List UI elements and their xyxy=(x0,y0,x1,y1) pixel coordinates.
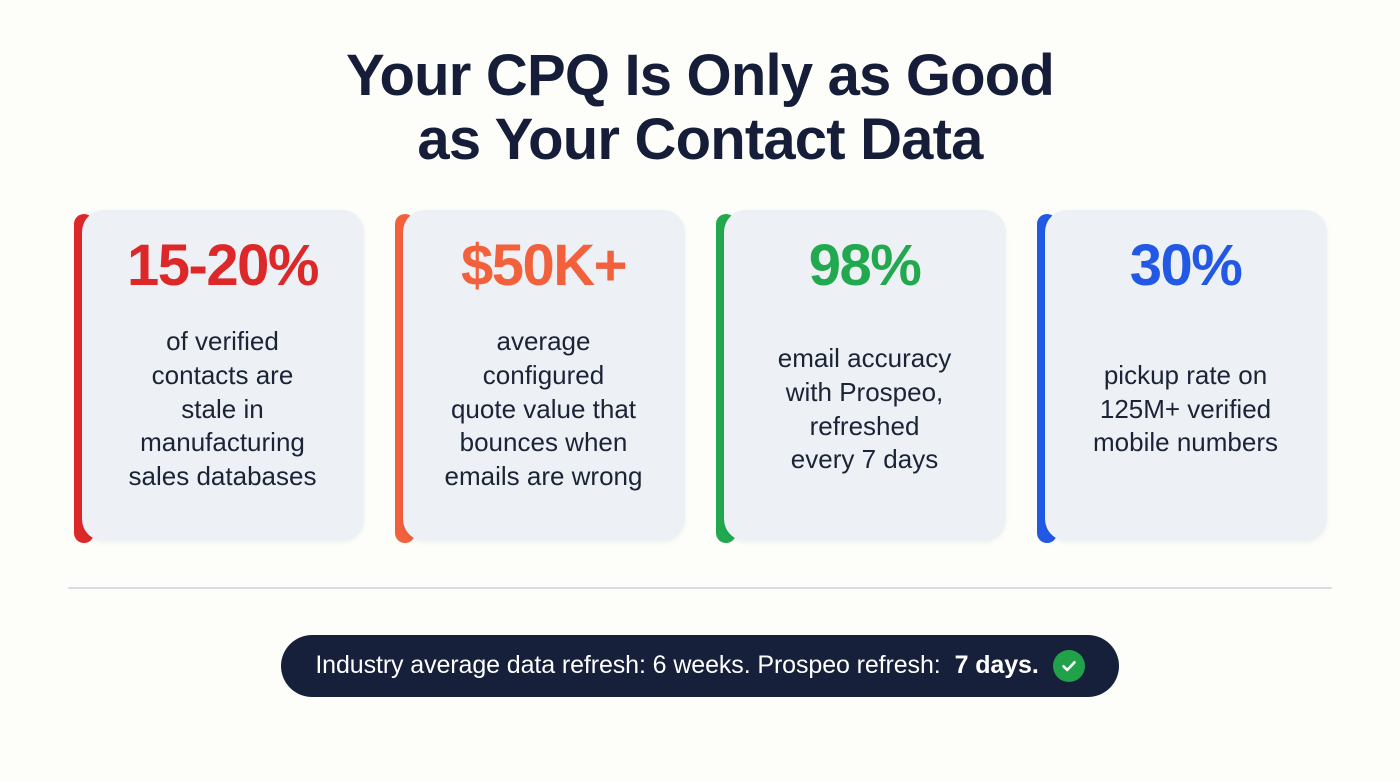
stat-card-value-1: 15-20% xyxy=(127,232,319,298)
stat-card-body-1: 15-20% of verified contacts are stale in… xyxy=(81,209,364,541)
stat-card-3: 98% email accuracy with Prospeo, refresh… xyxy=(715,209,1006,545)
page-title-line-2: as Your Contact Data xyxy=(417,106,983,172)
stat-card-description-2: average configured quote value that boun… xyxy=(444,326,643,492)
stat-cards-row: 15-20% of verified contacts are stale in… xyxy=(65,209,1335,545)
stat-card-value-4: 30% xyxy=(1129,232,1243,298)
check-circle-icon xyxy=(1052,649,1085,682)
footer-banner-pill: Industry average data refresh: 6 weeks. … xyxy=(281,634,1119,697)
page-title-line-1: Your CPQ Is Only as Good xyxy=(345,43,1055,108)
footer-banner-text: Industry average data refresh: 6 weeks. … xyxy=(315,651,941,680)
stat-card-body-2: $50K+ average configured quote value tha… xyxy=(402,209,685,541)
stat-card-body-3: 98% email accuracy with Prospeo, refresh… xyxy=(723,209,1006,541)
stat-card-value-3: 98% xyxy=(808,232,922,298)
stat-card-body-4: 30% pickup rate on 125M+ verified mobile… xyxy=(1044,209,1327,541)
stat-card-description-1: of verified contacts are stale in manufa… xyxy=(128,326,317,492)
stat-card-2: $50K+ average configured quote value tha… xyxy=(394,209,685,545)
section-divider xyxy=(68,586,1332,589)
stat-card-description-4: pickup rate on 125M+ verified mobile num… xyxy=(1093,359,1278,458)
footer-banner-row: Industry average data refresh: 6 weeks. … xyxy=(0,634,1400,697)
stat-card-1: 15-20% of verified contacts are stale in… xyxy=(73,209,364,545)
footer-banner-highlight: 7 days. xyxy=(954,651,1039,680)
stat-card-4: 30% pickup rate on 125M+ verified mobile… xyxy=(1036,209,1327,545)
page-title: Your CPQ Is Only as Good as Your Contact… xyxy=(0,44,1400,172)
stat-card-description-3: email accuracy with Prospeo, refreshed e… xyxy=(777,342,952,475)
stat-card-value-2: $50K+ xyxy=(460,232,628,298)
